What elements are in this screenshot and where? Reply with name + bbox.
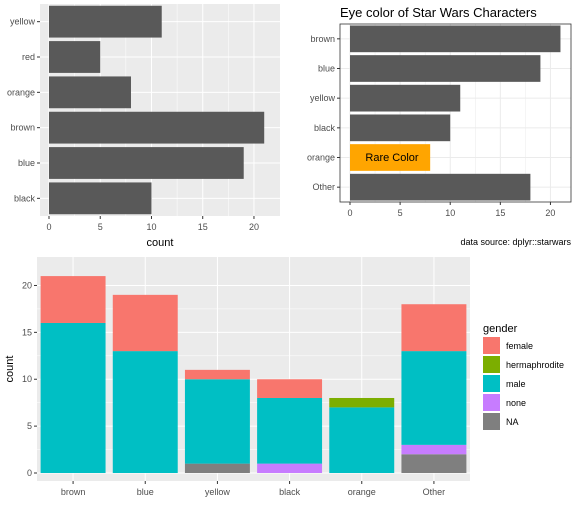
chart1-bar-orange xyxy=(49,76,131,109)
chart3-bar-brown-female xyxy=(40,276,106,323)
chart3-bar-yellow-female xyxy=(184,369,250,380)
chart3-bar-blue-male xyxy=(112,351,178,473)
chart2-x-tick-label: 0 xyxy=(347,208,352,218)
chart3-legend: gender female hermaphrodite male none NA xyxy=(483,323,564,430)
chart1-y-tick-label: brown xyxy=(10,123,35,133)
chart2-panel-border xyxy=(339,23,572,203)
legend-swatch-hermaphrodite xyxy=(483,356,500,373)
chart2-bar-blue xyxy=(350,55,541,82)
legend-label: hermaphrodite xyxy=(506,360,564,370)
chart2-y-tick-label: orange xyxy=(307,153,335,163)
chart2-x-tick-label: 15 xyxy=(495,208,505,218)
chart1-x-tick-label: 20 xyxy=(249,222,259,232)
chart1-y-tick-label: red xyxy=(22,52,35,62)
chart2-bar-yellow xyxy=(350,84,461,112)
chart3-bar-black-none xyxy=(257,463,323,473)
chart3-x-tick-label: blue xyxy=(137,487,154,497)
chart3-x-tick-label: yellow xyxy=(205,487,231,497)
chart1-y-tick-label: blue xyxy=(18,158,35,168)
chart3-y-axis-label: count xyxy=(4,356,16,383)
chart1-bar-yellow xyxy=(49,5,162,38)
chart2-bars xyxy=(350,25,561,201)
legend-label: NA xyxy=(506,417,519,427)
legend-title: gender xyxy=(483,323,518,335)
chart3-bar-other-none xyxy=(401,444,467,455)
chart3-bar-blue-female xyxy=(112,294,178,352)
chart3-bars xyxy=(40,276,467,473)
chart3-bar-yellow-na xyxy=(184,463,250,473)
chart3-panel xyxy=(37,257,470,481)
chart-eye-color-by-gender: 0 5 10 15 20 brown blue yellow black orange Other… xyxy=(4,257,564,497)
chart3-bar-orange-male xyxy=(329,407,395,473)
chart3-y-tick-label: 10 xyxy=(22,374,32,384)
chart1-y-tick-label: orange xyxy=(7,87,35,97)
chart-eye-color-highlight: Eye color of Star Wars Characters Rare C… xyxy=(307,5,572,247)
chart2-x-ticks: 0 5 10 15 20 xyxy=(347,202,555,218)
chart1-bar-brown xyxy=(49,111,265,144)
legend-swatch-male xyxy=(483,375,500,392)
chart1-bars xyxy=(49,5,265,215)
chart2-y-tick-label: yellow xyxy=(310,93,336,103)
chart3-x-tick-label: orange xyxy=(348,487,376,497)
chart1-y-tick-label: black xyxy=(14,193,36,203)
chart2-y-tick-label: black xyxy=(314,123,336,133)
chart3-bar-black-male xyxy=(257,397,323,464)
legend-swatch-female xyxy=(483,337,500,354)
chart2-panel xyxy=(340,24,571,202)
chart2-bar-brown xyxy=(350,25,561,53)
chart2-bar-black xyxy=(350,114,451,142)
chart3-y-ticks: 0 5 10 15 20 xyxy=(22,280,37,478)
chart2-y-tick-label: brown xyxy=(310,34,335,44)
chart2-title: Eye color of Star Wars Characters xyxy=(340,5,537,20)
chart3-x-tick-label: Other xyxy=(423,487,446,497)
chart3-y-tick-label: 5 xyxy=(27,421,32,431)
chart2-x-tick-label: 5 xyxy=(398,208,403,218)
chart1-bar-black xyxy=(49,182,152,215)
chart3-bar-orange-hermaphrodite xyxy=(329,397,395,408)
chart1-bar-red xyxy=(49,41,101,73)
chart2-caption: data source: dplyr::starwars xyxy=(460,237,571,247)
legend-label: male xyxy=(506,379,526,389)
chart3-x-ticks: brown blue yellow black orange Other xyxy=(61,481,445,497)
chart1-bar-blue xyxy=(49,147,244,179)
chart3-bar-brown-male xyxy=(40,322,106,473)
chart-eye-color-counts: yellow red orange brown blue black 0 5 10 15 20 c… xyxy=(7,4,280,249)
chart2-x-tick-label: 10 xyxy=(445,208,455,218)
chart2-y-tick-label: blue xyxy=(318,64,335,74)
chart1-y-ticks: yellow red orange brown blue black xyxy=(7,17,40,203)
chart1-x-ticks: 0 5 10 15 20 xyxy=(46,216,259,232)
chart3-y-tick-label: 15 xyxy=(22,327,32,337)
legend-label: female xyxy=(506,341,533,351)
chart3-bar-other-na xyxy=(401,454,467,473)
chart1-x-tick-label: 0 xyxy=(46,222,51,232)
chart3-y-tick-label: 20 xyxy=(22,280,32,290)
chart3-bar-other-male xyxy=(401,351,467,445)
chart1-x-tick-label: 10 xyxy=(146,222,156,232)
chart2-y-ticks: brown blue yellow black orange Other xyxy=(307,34,340,192)
chart3-x-tick-label: brown xyxy=(61,487,86,497)
chart1-panel xyxy=(40,4,280,216)
chart2-y-tick-label: Other xyxy=(312,182,335,192)
chart2-bar-other xyxy=(350,173,531,201)
chart1-y-tick-label: yellow xyxy=(10,17,36,27)
chart1-x-tick-label: 15 xyxy=(198,222,208,232)
legend-label: none xyxy=(506,398,526,408)
chart3-x-tick-label: black xyxy=(279,487,301,497)
legend-swatch-none xyxy=(483,394,500,411)
chart1-x-tick-label: 5 xyxy=(98,222,103,232)
chart3-bar-black-female xyxy=(257,379,323,398)
chart1-x-axis-label: count xyxy=(147,237,174,249)
chart3-bar-yellow-male xyxy=(184,379,250,464)
chart2-x-tick-label: 20 xyxy=(545,208,555,218)
chart3-y-tick-label: 0 xyxy=(27,468,32,478)
chart2-bar-orange xyxy=(350,144,431,171)
legend-swatch-na xyxy=(483,413,500,430)
chart3-bar-other-female xyxy=(401,304,467,352)
chart2-annotation: Rare Color xyxy=(365,152,419,164)
